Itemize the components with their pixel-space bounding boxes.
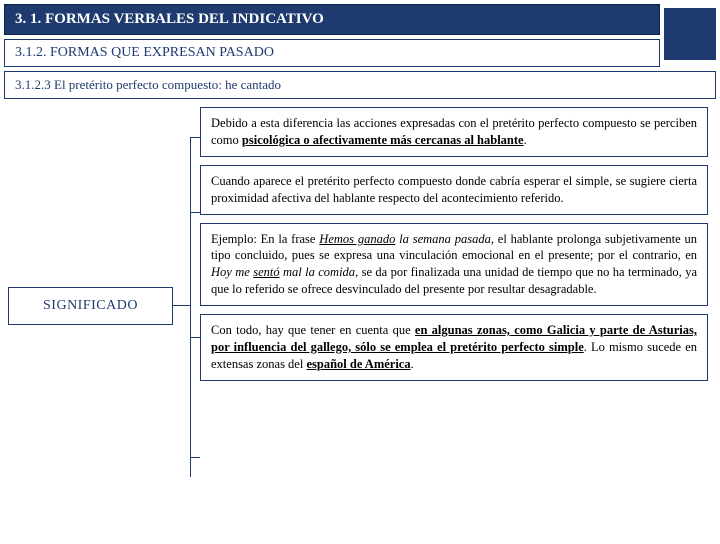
text-example: Hoy me <box>211 265 253 279</box>
text-example: Hemos ganado <box>319 232 395 246</box>
heading-level-3: 3.1.2.3 El pretérito perfecto compuesto:… <box>4 71 716 99</box>
text: . <box>411 357 414 371</box>
connector-vertical <box>190 137 191 477</box>
text: Cuando aparece el pretérito perfecto com… <box>211 174 697 205</box>
text-example: mal la comida <box>280 265 355 279</box>
text-boxes-column: Debido a esta diferencia las acciones ex… <box>200 107 708 381</box>
connector-horizontal <box>173 305 190 306</box>
side-label-container: SIGNIFICADO <box>8 287 173 325</box>
content-area: SIGNIFICADO Debido a esta diferencia las… <box>0 107 720 381</box>
text: . <box>524 133 527 147</box>
text: Con todo, hay que tener en cuenta que <box>211 323 415 337</box>
heading-level-2: 3.1.2. FORMAS QUE EXPRESAN PASADO <box>4 39 660 67</box>
corner-accent <box>664 8 716 60</box>
connector-tick <box>190 212 200 213</box>
text-emphasis: psicológica o afectivamente más cercanas… <box>242 133 524 147</box>
connector-tick <box>190 457 200 458</box>
text: Ejemplo: En la frase <box>211 232 319 246</box>
text-box-1: Debido a esta diferencia las acciones ex… <box>200 107 708 157</box>
text-example: la semana pasada <box>399 232 491 246</box>
connector-tick <box>190 137 200 138</box>
heading-level-1: 3. 1. FORMAS VERBALES DEL INDICATIVO <box>4 4 660 35</box>
text-box-4: Con todo, hay que tener en cuenta que en… <box>200 314 708 381</box>
text-box-3: Ejemplo: En la frase Hemos ganado la sem… <box>200 223 708 307</box>
text-emphasis: español de América <box>306 357 410 371</box>
side-label: SIGNIFICADO <box>8 287 173 325</box>
text-box-2: Cuando aparece el pretérito perfecto com… <box>200 165 708 215</box>
connector-tick <box>190 337 200 338</box>
text-example: sentó <box>253 265 279 279</box>
